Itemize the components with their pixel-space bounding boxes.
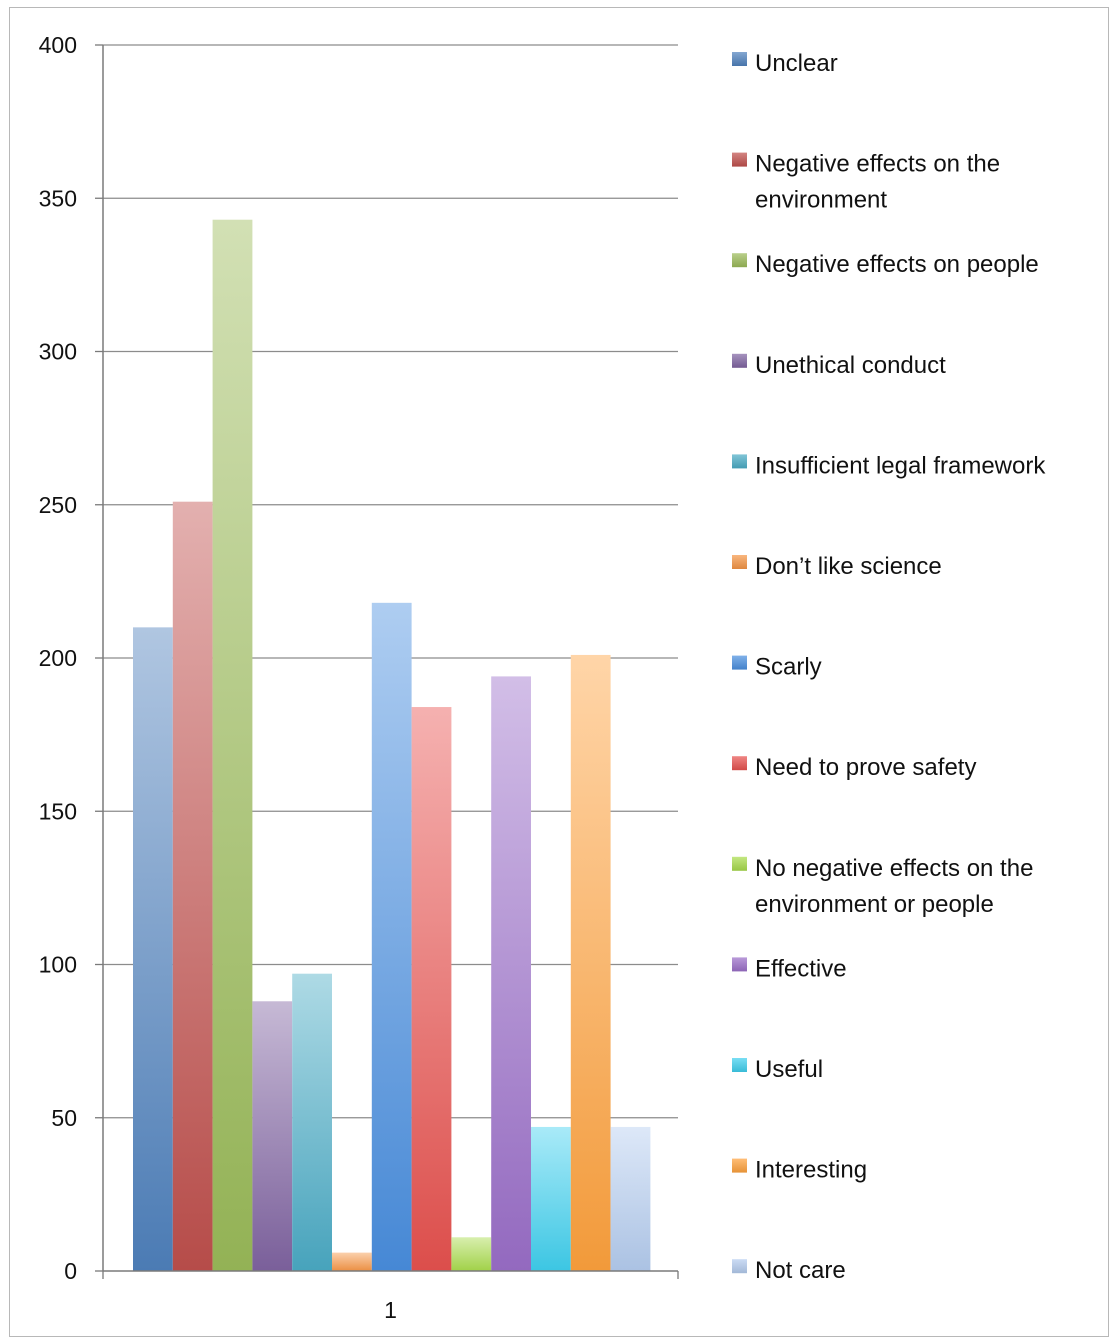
bar-0 [133, 627, 173, 1271]
legend-label-7: Need to prove safety [755, 754, 976, 781]
y-tick-label: 400 [39, 32, 77, 58]
y-tick-label: 0 [64, 1258, 77, 1284]
legend: Unclear Negative effects on the environmen… [732, 50, 1046, 1284]
legend-swatch-2 [732, 253, 747, 268]
legend-swatch-12 [732, 1259, 747, 1274]
bar-10 [531, 1126, 571, 1271]
legend-swatch-6 [732, 655, 747, 670]
y-tick-label: 200 [39, 645, 77, 671]
bar-4 [292, 973, 332, 1271]
bar-7 [411, 707, 452, 1271]
legend-label-2: Negative effects on people [755, 251, 1039, 278]
legend-label-8: No negative effects on the environment or… [755, 855, 1033, 918]
legend-swatch-5 [732, 555, 747, 569]
legend-label-10: Useful [755, 1056, 823, 1083]
legend-swatch-1 [732, 152, 747, 167]
bar-5 [332, 1252, 372, 1271]
legend-label-9: Effective [755, 955, 847, 982]
bars [133, 219, 651, 1272]
legend-swatch-8 [732, 856, 747, 871]
legend-swatch-4 [732, 454, 747, 469]
y-tick-label: 50 [51, 1105, 77, 1131]
axes: 0 50 100 150 200 250 300 350 400 1 [39, 32, 679, 1323]
legend-label-0: Unclear [755, 50, 838, 77]
x-tick-label: 1 [384, 1297, 397, 1323]
bar-12 [610, 1126, 651, 1271]
bar-1 [172, 501, 213, 1271]
legend-swatch-11 [732, 1158, 747, 1173]
legend-swatch-10 [732, 1058, 747, 1072]
y-tick-label: 100 [39, 952, 77, 978]
legend-label-11: Interesting [755, 1157, 867, 1184]
y-tick-label: 350 [39, 185, 77, 211]
bar-8 [451, 1237, 492, 1271]
legend-swatch-0 [732, 52, 747, 66]
bar-3 [252, 1001, 293, 1271]
bar-2 [212, 219, 253, 1272]
legend-swatch-3 [732, 353, 747, 368]
legend-label-6: Scarly [755, 654, 822, 681]
legend-swatch-7 [732, 756, 747, 771]
bar-6 [371, 602, 412, 1271]
legend-label-5: Don’t like science [755, 553, 942, 580]
bar-11 [570, 654, 611, 1271]
legend-label-4: Insufficient legal framework [755, 452, 1046, 479]
y-tick-label: 250 [39, 492, 77, 518]
bar-9 [491, 676, 531, 1271]
legend-swatch-9 [732, 957, 747, 972]
legend-label-1: Negative effects on the environment [755, 151, 1000, 214]
legend-label-3: Unethical conduct [755, 352, 946, 379]
y-tick-label: 150 [39, 798, 77, 824]
legend-label-12: Not care [755, 1257, 846, 1284]
y-tick-label: 300 [39, 339, 77, 365]
